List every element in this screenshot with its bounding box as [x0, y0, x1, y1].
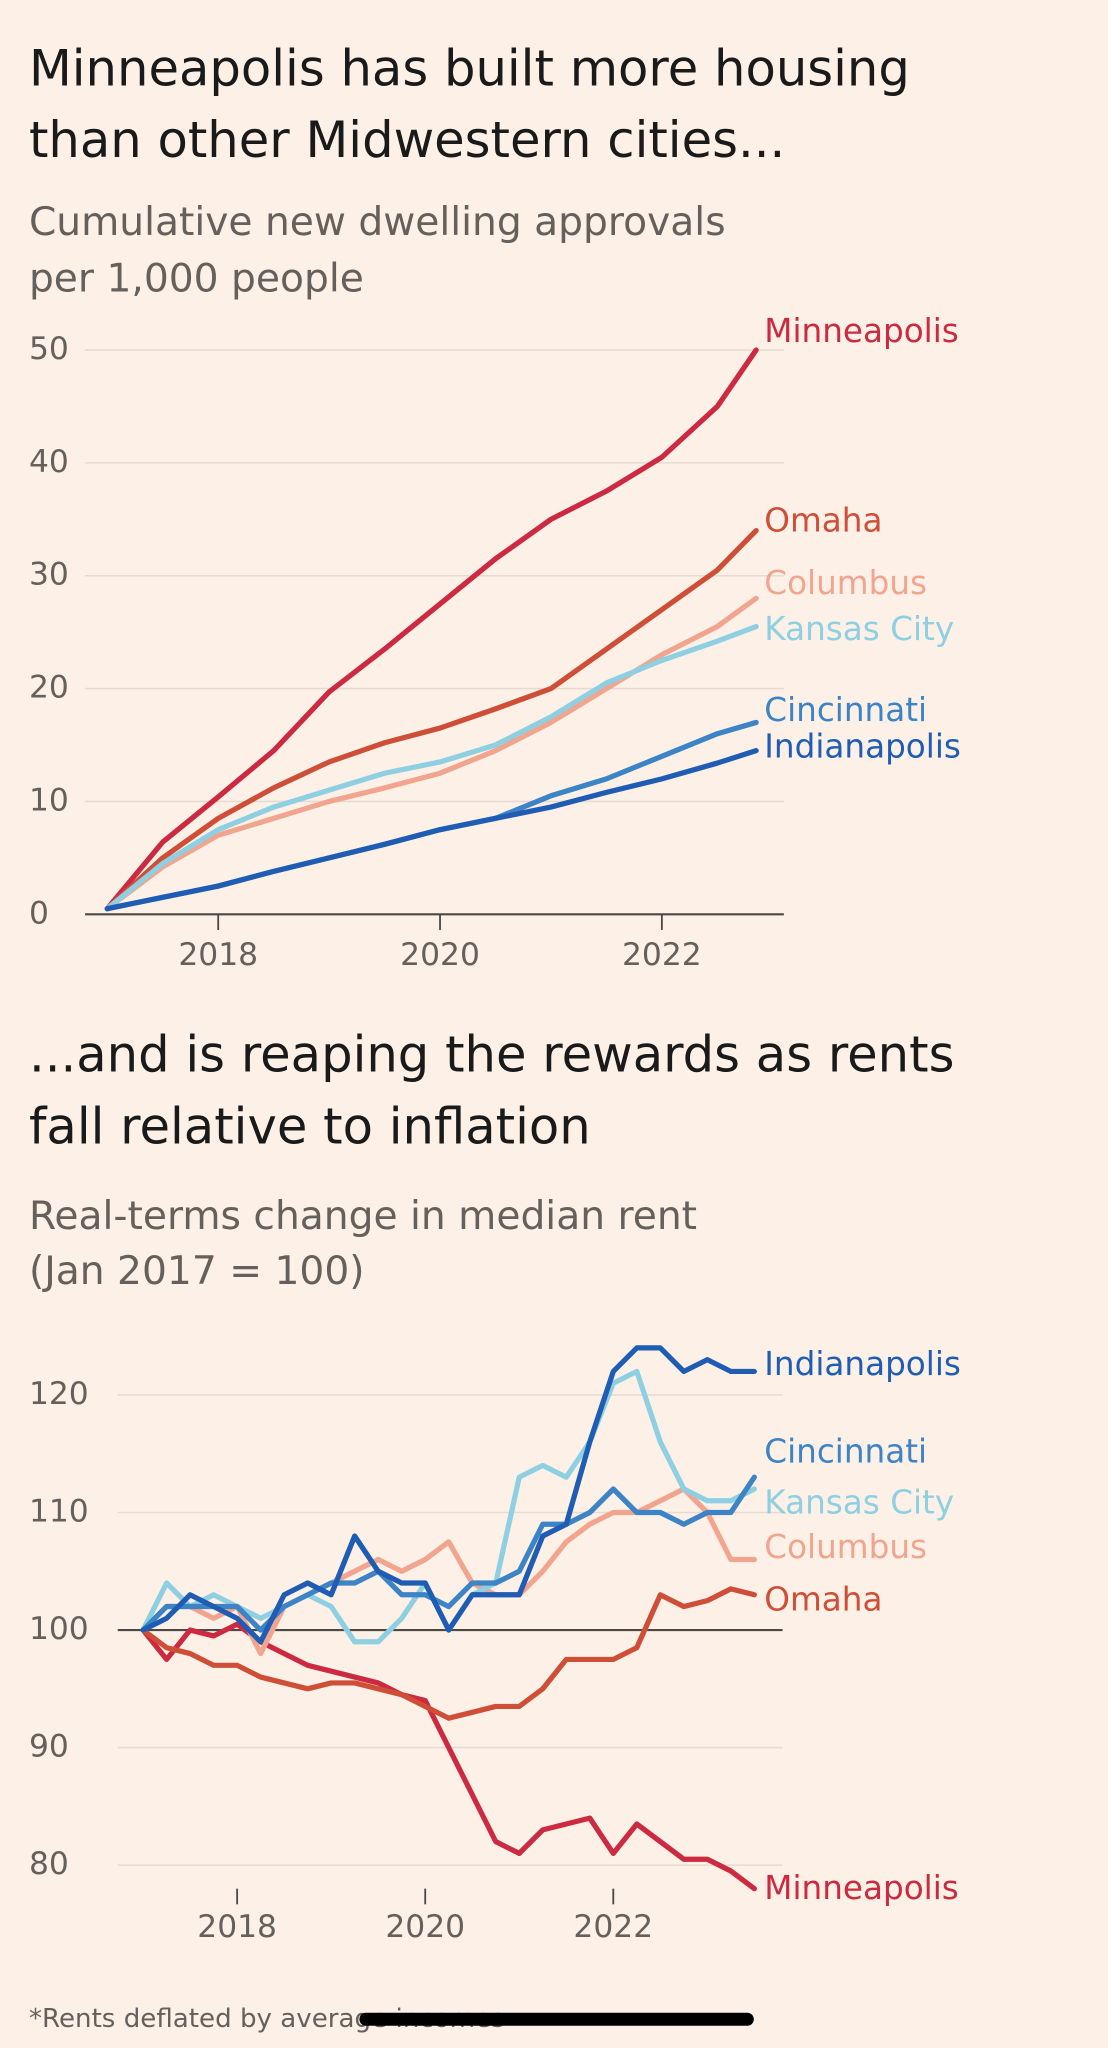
- series-label: Cincinnati: [764, 691, 927, 729]
- series-line: [104, 347, 759, 912]
- series-label: Cincinnati: [764, 1433, 927, 1471]
- series-label: Omaha: [764, 1580, 882, 1618]
- y-tick-label: 50: [29, 331, 69, 367]
- chart-subtitle: (Jan 2017 = 100): [29, 1249, 365, 1294]
- y-tick-label: 90: [29, 1729, 69, 1765]
- chart-title: than other Midwestern cities...: [29, 111, 785, 169]
- series-line: [104, 527, 759, 912]
- chart-title: ...and is reaping the rewards as rents: [29, 1025, 955, 1083]
- chart-title: fall relative to inflation: [29, 1097, 591, 1155]
- series-label: Minneapolis: [764, 312, 959, 350]
- y-tick-label: 100: [29, 1611, 89, 1647]
- x-tick-label: 2022: [573, 1909, 653, 1945]
- series-label: Indianapolis: [764, 1345, 961, 1383]
- series-line: [140, 1621, 757, 1892]
- y-tick-label: 0: [29, 895, 49, 931]
- series-label: Indianapolis: [764, 727, 961, 765]
- x-tick-label: 2020: [385, 1909, 465, 1945]
- x-tick-label: 2018: [178, 937, 258, 973]
- series-label: Columbus: [764, 1528, 927, 1566]
- y-tick-label: 10: [29, 782, 69, 818]
- series-label: Minneapolis: [764, 1869, 959, 1907]
- y-tick-label: 80: [29, 1846, 69, 1882]
- series-line: [104, 748, 759, 912]
- series-line: [140, 1474, 757, 1633]
- x-tick-label: 2020: [400, 937, 480, 973]
- series-label: Omaha: [764, 501, 882, 539]
- x-tick-label: 2018: [197, 1909, 277, 1945]
- series-line: [140, 1586, 757, 1721]
- chart-title: Minneapolis has built more housing: [29, 39, 910, 97]
- chart-subtitle: per 1,000 people: [29, 256, 364, 301]
- y-tick-label: 20: [29, 670, 69, 706]
- series-label: Kansas City: [764, 610, 954, 648]
- y-tick-label: 120: [29, 1376, 89, 1412]
- series-line: [104, 595, 759, 912]
- series-line: [140, 1486, 757, 1657]
- chart-subtitle: Real-terms change in median rent: [29, 1194, 697, 1239]
- y-tick-label: 30: [29, 557, 69, 593]
- series-line: [104, 623, 759, 912]
- home-indicator: [359, 2012, 754, 2026]
- y-tick-label: 40: [29, 444, 69, 480]
- series-label: Kansas City: [764, 1484, 954, 1522]
- x-tick-label: 2022: [622, 937, 702, 973]
- series-line: [140, 1345, 757, 1645]
- chart-subtitle: Cumulative new dwelling approvals: [29, 200, 726, 245]
- y-tick-label: 110: [29, 1493, 89, 1529]
- series-label: Columbus: [764, 564, 927, 602]
